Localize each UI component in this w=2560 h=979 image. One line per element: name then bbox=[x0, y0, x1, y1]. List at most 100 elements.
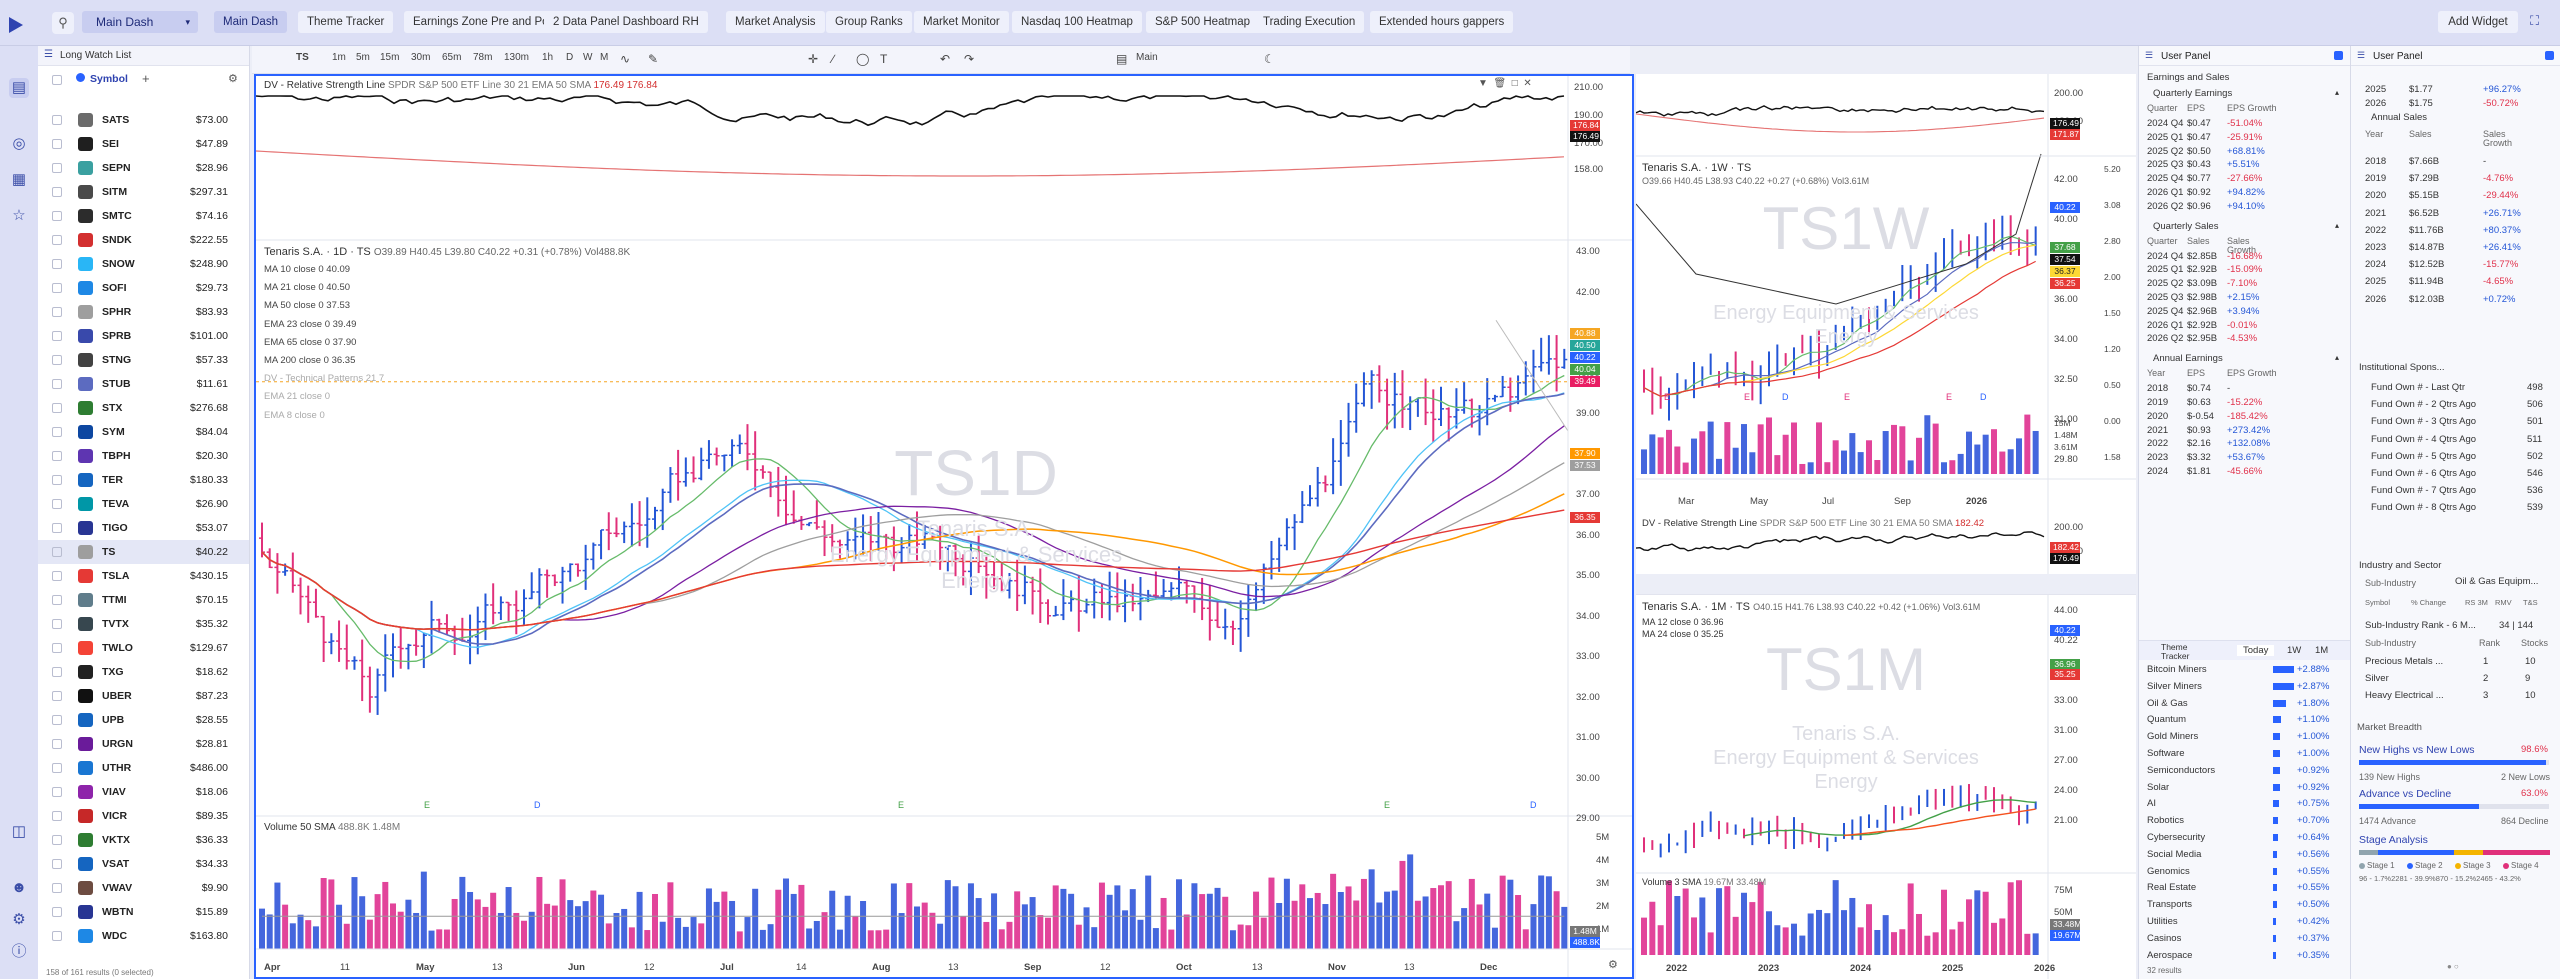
weekly-event-marker[interactable]: E bbox=[1664, 392, 1671, 402]
watchlist-row[interactable]: SPHR $83.93 bbox=[38, 300, 249, 324]
theme-name[interactable]: Solar bbox=[2147, 781, 2170, 793]
watchlist-row[interactable]: STNG $57.33 bbox=[38, 348, 249, 372]
row-checkbox[interactable] bbox=[52, 547, 62, 557]
watchlist-row[interactable]: WDC $163.80 bbox=[38, 924, 249, 948]
brand-play-icon[interactable] bbox=[9, 17, 23, 33]
pagination-dots[interactable]: ●○ bbox=[2447, 962, 2461, 971]
theme-name[interactable]: Cybersecurity bbox=[2147, 832, 2206, 843]
watchlist-row[interactable]: TEVA $26.90 bbox=[38, 492, 249, 516]
link-color-icon[interactable] bbox=[2334, 51, 2343, 60]
theme-name[interactable]: Casinos bbox=[2147, 932, 2182, 944]
chevron-up-icon[interactable]: ▴ bbox=[2335, 353, 2340, 363]
theme-name[interactable]: Social Media bbox=[2147, 848, 2202, 860]
earnings-section-title[interactable]: Earnings and Sales bbox=[2147, 72, 2230, 83]
row-checkbox[interactable] bbox=[52, 595, 62, 605]
indicator-legend-item[interactable]: EMA 8 close 0 bbox=[264, 409, 325, 421]
watchlist-row[interactable]: VWAV $9.90 bbox=[38, 876, 249, 900]
row-checkbox[interactable] bbox=[52, 115, 62, 125]
theme-name[interactable]: Software bbox=[2147, 748, 2185, 759]
interval-W[interactable]: W bbox=[583, 52, 593, 63]
weekly-event-marker[interactable]: D bbox=[1980, 392, 1987, 402]
row-checkbox[interactable] bbox=[52, 667, 62, 677]
undo-icon[interactable]: ↶ bbox=[940, 52, 951, 66]
theme-name[interactable]: Genomics bbox=[2147, 865, 2190, 877]
row-checkbox[interactable] bbox=[52, 619, 62, 629]
watchlist-row[interactable]: VKTX $36.33 bbox=[38, 828, 249, 852]
event-marker[interactable]: D bbox=[534, 800, 541, 810]
tab-s-p-500-heatmap[interactable]: S&P 500 Heatmap bbox=[1146, 11, 1260, 33]
watchlist-row[interactable]: SOFI $29.73 bbox=[38, 276, 249, 300]
event-marker[interactable]: E bbox=[1384, 800, 1391, 810]
watchlist-row[interactable]: TWLO $129.67 bbox=[38, 636, 249, 660]
watchlist-row[interactable]: STX $276.68 bbox=[38, 396, 249, 420]
watchlist-row[interactable]: UBER $87.23 bbox=[38, 684, 249, 708]
search-icon[interactable]: ⚲ bbox=[52, 12, 74, 34]
sub-industry-value[interactable]: Oil & Gas Equipm... bbox=[2455, 576, 2539, 587]
institutional-title[interactable]: Institutional Spons... bbox=[2359, 362, 2445, 373]
tab-trading-execution[interactable]: Trading Execution bbox=[1254, 11, 1365, 33]
watchlist-row[interactable]: TBPH $20.30 bbox=[38, 444, 249, 468]
row-checkbox[interactable] bbox=[52, 307, 62, 317]
settings-icon[interactable]: ⚙ bbox=[12, 911, 26, 928]
move-down-icon[interactable]: ▼ bbox=[1478, 78, 1488, 89]
text-tool-icon[interactable]: T bbox=[880, 52, 888, 66]
link-color-icon[interactable] bbox=[2545, 51, 2554, 60]
row-checkbox[interactable] bbox=[52, 283, 62, 293]
watchlist-row[interactable]: TSLA $430.15 bbox=[38, 564, 249, 588]
watchlist-row[interactable]: URGN $28.81 bbox=[38, 732, 249, 756]
interval-78m[interactable]: 78m bbox=[473, 52, 493, 63]
row-checkbox[interactable] bbox=[52, 715, 62, 725]
layout-icon[interactable]: ▤ bbox=[1116, 52, 1128, 66]
row-checkbox[interactable] bbox=[52, 211, 62, 221]
row-checkbox[interactable] bbox=[52, 883, 62, 893]
tab-theme-tracker[interactable]: Theme Tracker bbox=[298, 11, 394, 33]
row-checkbox[interactable] bbox=[52, 379, 62, 389]
tab-main-dash[interactable]: Main Dash bbox=[214, 11, 287, 33]
interval-D[interactable]: D bbox=[566, 52, 574, 63]
row-checkbox[interactable] bbox=[52, 571, 62, 581]
theme-name[interactable]: Real Estate bbox=[2147, 882, 2197, 894]
watchlist-row[interactable]: STUB $11.61 bbox=[38, 372, 249, 396]
row-checkbox[interactable] bbox=[52, 163, 62, 173]
event-marker[interactable]: D bbox=[1530, 800, 1537, 810]
row-checkbox[interactable] bbox=[52, 835, 62, 845]
add-symbol-icon[interactable]: + bbox=[142, 71, 150, 86]
weekly-event-marker[interactable]: E bbox=[1744, 392, 1751, 402]
inbox-icon[interactable]: ◫ bbox=[11, 823, 27, 840]
row-checkbox[interactable] bbox=[52, 739, 62, 749]
row-checkbox[interactable] bbox=[52, 907, 62, 917]
theme-name[interactable]: Silver Miners bbox=[2147, 680, 2202, 692]
row-checkbox[interactable] bbox=[52, 427, 62, 437]
delete-icon[interactable]: 🗑 bbox=[1493, 78, 1507, 89]
interval-130m[interactable]: 130m bbox=[504, 52, 530, 63]
row-checkbox[interactable] bbox=[52, 499, 62, 509]
tab-extended-hours-gappers[interactable]: Extended hours gappers bbox=[1370, 11, 1514, 33]
theme-name[interactable]: Semiconductors bbox=[2147, 764, 2216, 776]
indicator-legend-item[interactable]: EMA 23 close 0 39.49 bbox=[264, 318, 357, 330]
indicator-legend-item[interactable]: MA 200 close 0 36.35 bbox=[264, 355, 356, 366]
watchlist-row[interactable]: VIAV $18.06 bbox=[38, 780, 249, 804]
info-icon[interactable]: ⓘ bbox=[11, 943, 27, 960]
compare-icon[interactable]: ✎ bbox=[648, 52, 659, 66]
interval-65m[interactable]: 65m bbox=[442, 52, 462, 63]
user-icon[interactable]: ☻ bbox=[11, 879, 27, 896]
row-checkbox[interactable] bbox=[52, 859, 62, 869]
indicator-legend-item[interactable]: DV - Technical Patterns 21 7 bbox=[264, 373, 385, 385]
weekly-event-marker[interactable]: E bbox=[1844, 392, 1851, 402]
theme-name[interactable]: Bitcoin Miners bbox=[2147, 664, 2207, 675]
annual-earnings-title[interactable]: Annual Earnings bbox=[2153, 353, 2223, 365]
tab-market-monitor[interactable]: Market Monitor bbox=[914, 11, 1009, 33]
watchlist-row[interactable]: SYM $84.04 bbox=[38, 420, 249, 444]
grid-icon[interactable]: ▦ bbox=[11, 171, 27, 188]
theme-tab-today[interactable]: Today bbox=[2237, 645, 2275, 656]
row-checkbox[interactable] bbox=[52, 139, 62, 149]
tab-group-ranks[interactable]: Group Ranks bbox=[826, 11, 912, 33]
industry-title[interactable]: Industry and Sector bbox=[2359, 560, 2442, 571]
row-checkbox[interactable] bbox=[52, 331, 62, 341]
weekly-event-marker[interactable]: D bbox=[1782, 392, 1789, 402]
radar-icon[interactable]: ◎ bbox=[12, 135, 26, 152]
add-widget-button[interactable]: Add Widget bbox=[2438, 11, 2518, 33]
indicator-legend-item[interactable]: EMA 21 close 0 bbox=[264, 391, 331, 403]
watchlist-row[interactable]: TS $40.22 bbox=[38, 540, 249, 564]
fullscreen-icon[interactable]: ⛶ bbox=[2530, 13, 2540, 28]
